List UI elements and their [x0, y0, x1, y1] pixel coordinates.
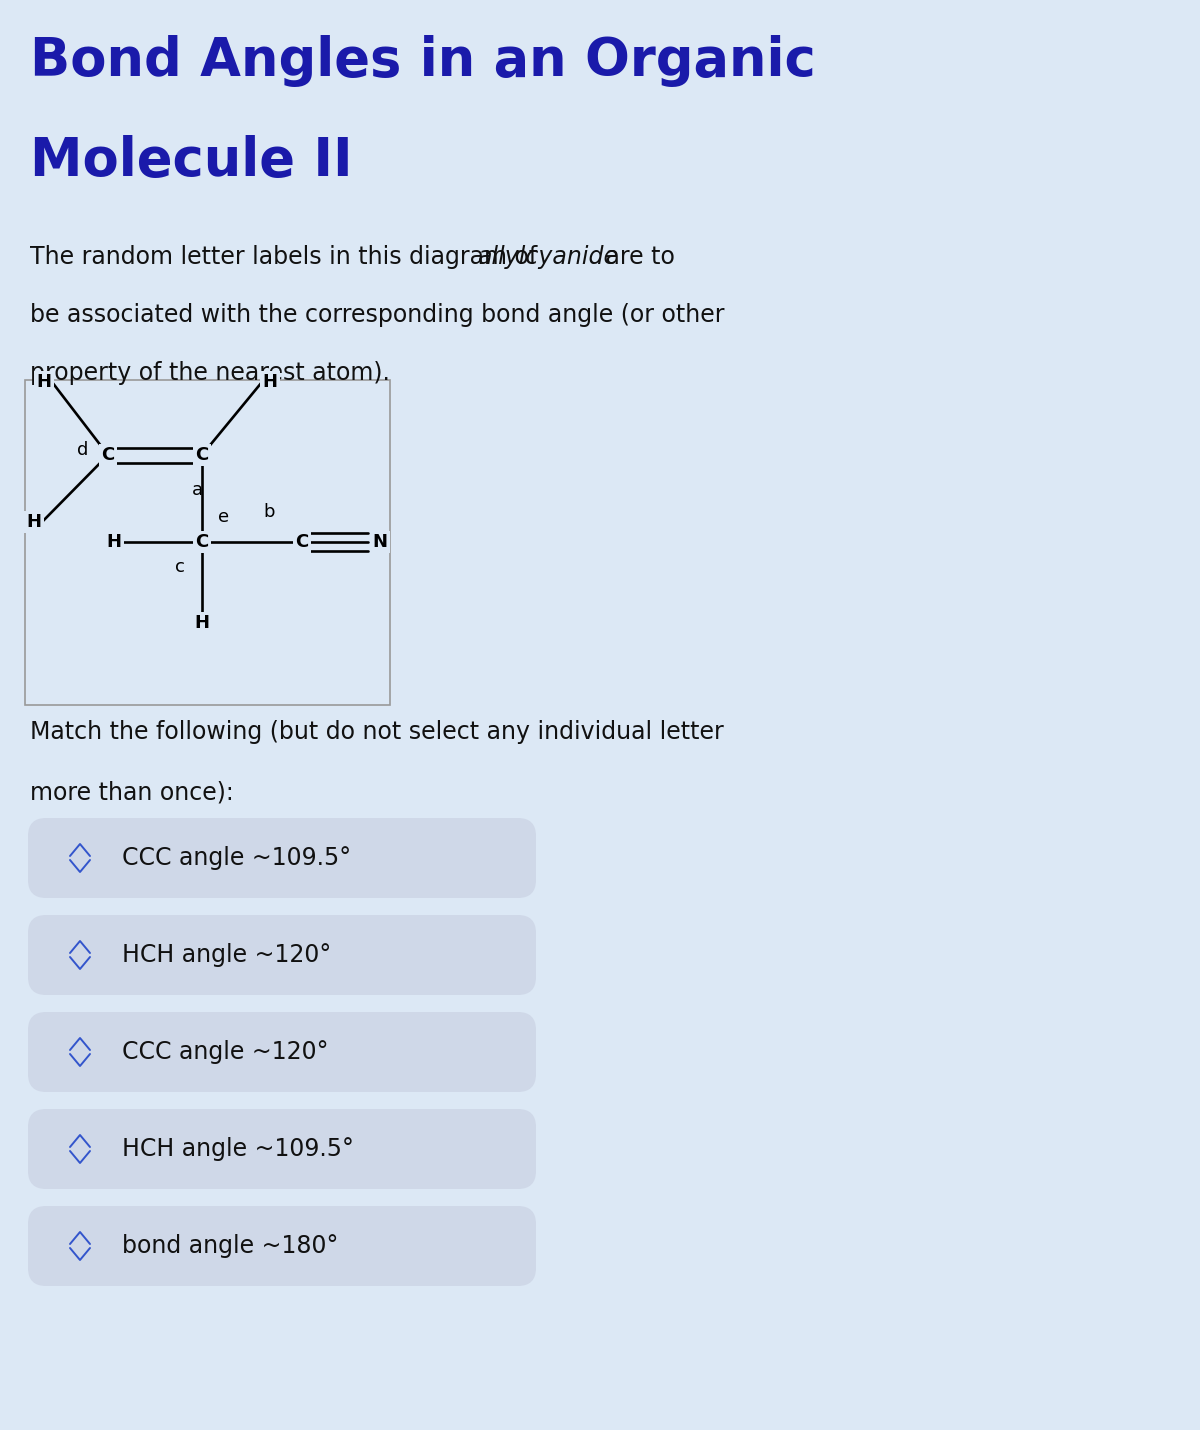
- Text: C: C: [196, 533, 209, 551]
- Text: CCC angle ~109.5°: CCC angle ~109.5°: [122, 847, 352, 869]
- Text: H: H: [36, 373, 52, 390]
- Text: N: N: [372, 533, 388, 551]
- Text: more than once):: more than once):: [30, 779, 234, 804]
- Text: allylcyanide: allylcyanide: [476, 245, 618, 269]
- FancyBboxPatch shape: [28, 1012, 536, 1093]
- Text: e: e: [218, 508, 229, 526]
- Text: Match the following (but do not select any individual letter: Match the following (but do not select a…: [30, 719, 724, 744]
- Text: b: b: [263, 503, 275, 521]
- Text: property of the nearest atom).: property of the nearest atom).: [30, 360, 390, 385]
- Text: C: C: [295, 533, 308, 551]
- Text: be associated with the corresponding bond angle (or other: be associated with the corresponding bon…: [30, 303, 725, 327]
- Text: Molecule II: Molecule II: [30, 134, 353, 187]
- Text: a: a: [192, 480, 203, 499]
- Text: Bond Angles in an Organic: Bond Angles in an Organic: [30, 34, 816, 87]
- Text: HCH angle ~109.5°: HCH angle ~109.5°: [122, 1137, 354, 1161]
- Text: H: H: [263, 373, 277, 390]
- FancyBboxPatch shape: [28, 915, 536, 995]
- Text: H: H: [26, 513, 42, 531]
- Text: d: d: [77, 440, 89, 459]
- FancyBboxPatch shape: [28, 1110, 536, 1188]
- Text: are to: are to: [599, 245, 676, 269]
- Text: CCC angle ~120°: CCC angle ~120°: [122, 1040, 329, 1064]
- Text: H: H: [107, 533, 121, 551]
- Text: C: C: [101, 446, 115, 463]
- Text: H: H: [194, 613, 210, 632]
- FancyBboxPatch shape: [28, 818, 536, 898]
- FancyBboxPatch shape: [25, 380, 390, 705]
- Text: HCH angle ~120°: HCH angle ~120°: [122, 942, 331, 967]
- Text: bond angle ~180°: bond angle ~180°: [122, 1234, 338, 1258]
- Text: The random letter labels in this diagram of: The random letter labels in this diagram…: [30, 245, 545, 269]
- FancyBboxPatch shape: [28, 1205, 536, 1286]
- Text: c: c: [175, 558, 185, 576]
- Text: C: C: [196, 446, 209, 463]
